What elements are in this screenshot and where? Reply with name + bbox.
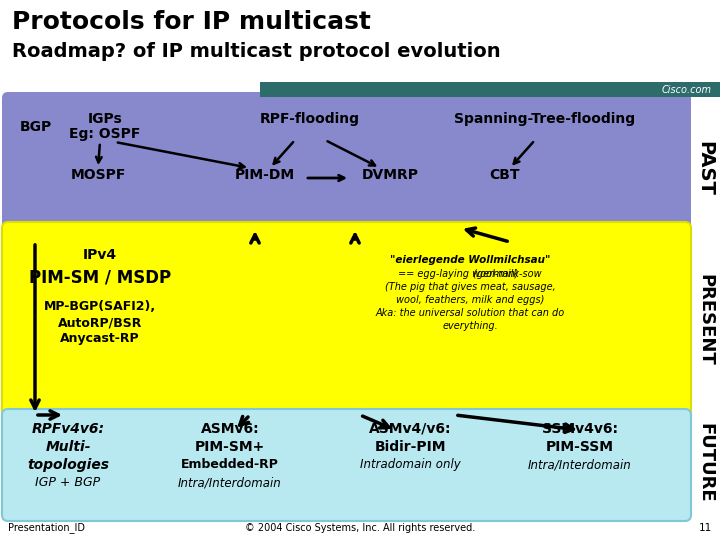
FancyBboxPatch shape — [2, 92, 691, 246]
FancyBboxPatch shape — [2, 409, 691, 521]
Text: 11: 11 — [698, 523, 712, 533]
Text: Embedded-RP: Embedded-RP — [181, 458, 279, 471]
Text: IPv4: IPv4 — [83, 248, 117, 262]
Text: "eierlegende Wollmilchsau": "eierlegende Wollmilchsau" — [390, 255, 550, 265]
Text: Roadmap? of IP multicast protocol evolution: Roadmap? of IP multicast protocol evolut… — [12, 42, 500, 61]
Text: DVMRP: DVMRP — [361, 168, 418, 182]
Text: wool, feathers, milk and eggs): wool, feathers, milk and eggs) — [396, 295, 544, 305]
Text: PIM-SM+: PIM-SM+ — [195, 440, 265, 454]
Text: Multi-: Multi- — [45, 440, 91, 454]
Text: BGP: BGP — [20, 120, 53, 134]
FancyBboxPatch shape — [2, 222, 691, 421]
Text: RPFv4v6:: RPFv4v6: — [32, 422, 104, 436]
Text: PIM-SSM: PIM-SSM — [546, 440, 614, 454]
Text: MOSPF: MOSPF — [71, 168, 126, 182]
Text: CBT: CBT — [490, 168, 521, 182]
Text: PIM-DM: PIM-DM — [235, 168, 295, 182]
Text: Intradomain only: Intradomain only — [359, 458, 460, 471]
Text: Intra/Interdomain: Intra/Interdomain — [528, 458, 632, 471]
Text: Intra/Interdomain: Intra/Interdomain — [178, 476, 282, 489]
Text: topologies: topologies — [27, 458, 109, 472]
Text: AutoRP/BSR: AutoRP/BSR — [58, 316, 142, 329]
Text: PAST: PAST — [696, 140, 714, 195]
Text: Aka: the universal solution that can do: Aka: the universal solution that can do — [375, 308, 564, 318]
Text: Eg: OSPF: Eg: OSPF — [69, 127, 140, 141]
Text: == egg-laying wool-milk-sow: == egg-laying wool-milk-sow — [398, 269, 542, 279]
Text: PIM-SM / MSDP: PIM-SM / MSDP — [29, 268, 171, 286]
Text: © 2004 Cisco Systems, Inc. All rights reserved.: © 2004 Cisco Systems, Inc. All rights re… — [245, 523, 475, 533]
Text: IGPs: IGPs — [88, 112, 122, 126]
Bar — [260, 82, 720, 97]
Text: Protocols for IP multicast: Protocols for IP multicast — [12, 10, 371, 34]
Text: SSMv4v6:: SSMv4v6: — [542, 422, 618, 436]
Text: IGP + BGP: IGP + BGP — [35, 476, 101, 489]
Text: ASMv6:: ASMv6: — [201, 422, 259, 436]
Text: Presentation_ID: Presentation_ID — [8, 523, 85, 534]
Text: Bidir-PIM: Bidir-PIM — [374, 440, 446, 454]
Text: Anycast-RP: Anycast-RP — [60, 332, 140, 345]
Text: PRESENT: PRESENT — [696, 274, 714, 366]
Text: Cisco.com: Cisco.com — [662, 85, 712, 95]
Text: RPF-flooding: RPF-flooding — [260, 112, 360, 126]
Text: FUTURE: FUTURE — [696, 423, 714, 503]
Text: (german): (german) — [470, 269, 518, 279]
Text: (The pig that gives meat, sausage,: (The pig that gives meat, sausage, — [384, 282, 555, 292]
Text: Spanning-Tree-flooding: Spanning-Tree-flooding — [454, 112, 636, 126]
Text: MP-BGP(SAFI2),: MP-BGP(SAFI2), — [44, 300, 156, 313]
Text: ASMv4/v6:: ASMv4/v6: — [369, 422, 451, 436]
Text: everything.: everything. — [442, 321, 498, 331]
